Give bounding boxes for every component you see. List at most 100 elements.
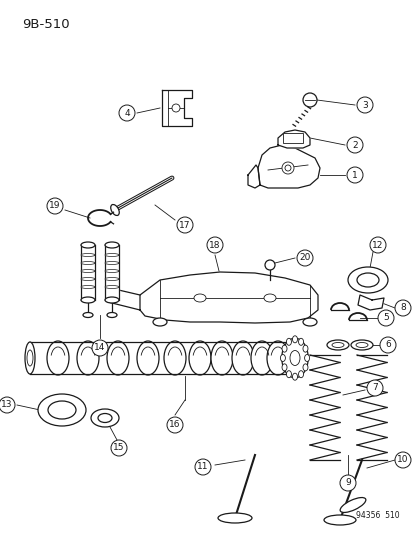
Circle shape	[339, 475, 355, 491]
Polygon shape	[277, 130, 309, 148]
FancyBboxPatch shape	[282, 133, 302, 143]
Ellipse shape	[281, 364, 286, 371]
Ellipse shape	[105, 242, 119, 248]
Ellipse shape	[83, 312, 93, 318]
Circle shape	[166, 417, 183, 433]
Circle shape	[0, 397, 15, 413]
Ellipse shape	[326, 340, 348, 350]
Ellipse shape	[323, 515, 355, 525]
Circle shape	[171, 104, 180, 112]
Ellipse shape	[25, 342, 35, 374]
Ellipse shape	[105, 262, 119, 264]
Ellipse shape	[350, 340, 372, 350]
Text: 16: 16	[169, 421, 180, 430]
Polygon shape	[105, 245, 119, 300]
Polygon shape	[257, 145, 319, 188]
Text: 9: 9	[344, 479, 350, 488]
Text: 20: 20	[299, 254, 310, 262]
Text: 11: 11	[197, 463, 208, 472]
Ellipse shape	[266, 345, 275, 370]
Ellipse shape	[266, 341, 288, 375]
Circle shape	[177, 217, 192, 233]
Ellipse shape	[304, 354, 309, 361]
Ellipse shape	[292, 373, 297, 380]
Ellipse shape	[105, 286, 119, 288]
Ellipse shape	[347, 267, 387, 293]
Ellipse shape	[105, 278, 119, 280]
Ellipse shape	[331, 343, 343, 348]
Ellipse shape	[105, 254, 119, 256]
Text: 5: 5	[382, 313, 388, 322]
Ellipse shape	[302, 318, 316, 326]
Circle shape	[377, 310, 393, 326]
Ellipse shape	[67, 345, 77, 370]
Ellipse shape	[286, 338, 291, 345]
Ellipse shape	[38, 394, 86, 426]
Circle shape	[281, 162, 293, 174]
Circle shape	[296, 250, 312, 266]
Ellipse shape	[356, 273, 378, 287]
Ellipse shape	[206, 345, 216, 370]
Ellipse shape	[298, 370, 303, 378]
Ellipse shape	[292, 336, 297, 343]
Ellipse shape	[137, 341, 159, 375]
Ellipse shape	[281, 338, 307, 378]
Polygon shape	[357, 295, 383, 310]
Ellipse shape	[77, 341, 99, 375]
Ellipse shape	[231, 341, 254, 375]
Circle shape	[346, 167, 362, 183]
Ellipse shape	[81, 278, 95, 280]
Circle shape	[195, 459, 211, 475]
Text: 15: 15	[113, 443, 124, 453]
Circle shape	[264, 260, 274, 270]
Text: 4: 4	[124, 109, 130, 117]
Ellipse shape	[107, 312, 117, 318]
Polygon shape	[108, 288, 140, 310]
Ellipse shape	[107, 341, 129, 375]
Polygon shape	[161, 90, 192, 126]
Ellipse shape	[247, 345, 257, 370]
Circle shape	[302, 93, 316, 107]
Circle shape	[284, 165, 290, 171]
Circle shape	[394, 452, 410, 468]
Ellipse shape	[91, 409, 119, 427]
Ellipse shape	[81, 286, 95, 288]
Text: 1: 1	[351, 171, 357, 180]
Text: 12: 12	[371, 240, 383, 249]
Ellipse shape	[250, 341, 272, 375]
Ellipse shape	[81, 262, 95, 264]
Circle shape	[47, 198, 63, 214]
Ellipse shape	[110, 205, 119, 215]
Ellipse shape	[81, 297, 95, 303]
Ellipse shape	[157, 345, 166, 370]
Ellipse shape	[286, 370, 291, 378]
Circle shape	[111, 440, 127, 456]
Ellipse shape	[81, 270, 95, 272]
Ellipse shape	[153, 318, 166, 326]
Ellipse shape	[289, 351, 299, 366]
Text: 19: 19	[49, 201, 61, 211]
Circle shape	[119, 105, 135, 121]
Text: 9B-510: 9B-510	[22, 18, 69, 31]
Circle shape	[369, 237, 385, 253]
Ellipse shape	[129, 345, 139, 370]
Polygon shape	[140, 272, 317, 323]
Text: 18: 18	[209, 240, 220, 249]
Ellipse shape	[105, 297, 119, 303]
Ellipse shape	[27, 350, 33, 366]
Ellipse shape	[302, 364, 307, 371]
Text: 6: 6	[384, 341, 390, 350]
Ellipse shape	[228, 345, 237, 370]
Ellipse shape	[280, 354, 285, 361]
Text: 8: 8	[399, 303, 405, 312]
Circle shape	[356, 97, 372, 113]
Ellipse shape	[182, 345, 192, 370]
Ellipse shape	[189, 341, 211, 375]
Ellipse shape	[164, 341, 185, 375]
Text: 7: 7	[371, 384, 377, 392]
Text: 3: 3	[361, 101, 367, 109]
Polygon shape	[247, 165, 259, 188]
Ellipse shape	[105, 270, 119, 272]
Ellipse shape	[355, 343, 367, 348]
Ellipse shape	[81, 242, 95, 248]
